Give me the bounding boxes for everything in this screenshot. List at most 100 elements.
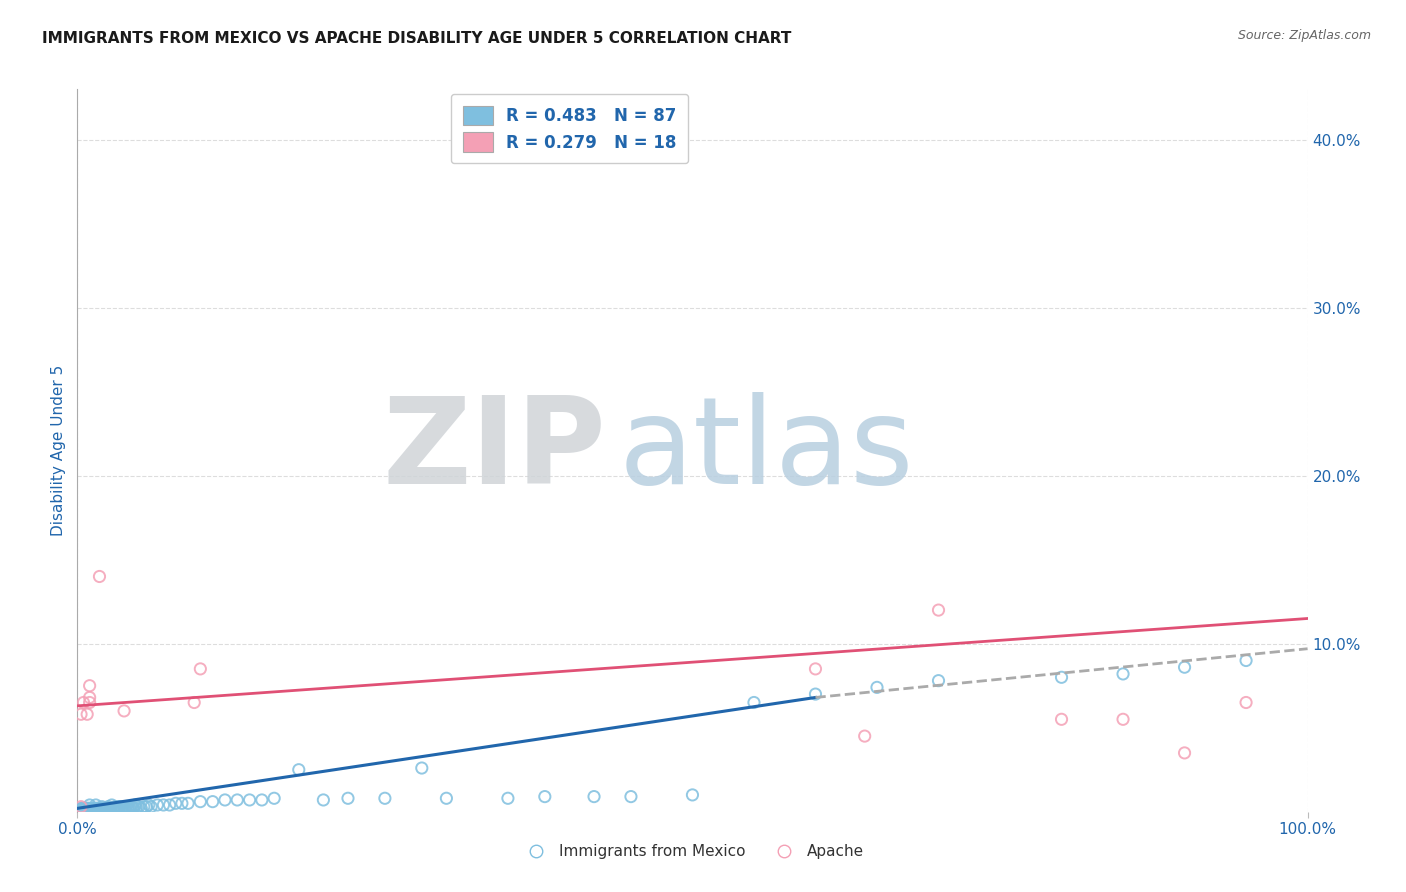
Point: [70, 707, 93, 722]
Text: atlas: atlas: [619, 392, 914, 509]
Point: [1174, 660, 1197, 674]
Point: [115, 799, 138, 814]
Point: [84, 801, 107, 815]
Point: [72, 801, 94, 815]
Point: [804, 687, 827, 701]
Point: [84, 797, 107, 812]
Point: [79, 690, 101, 705]
Point: [128, 799, 150, 814]
Legend: Immigrants from Mexico, Apache: Immigrants from Mexico, Apache: [515, 838, 870, 865]
Point: [100, 801, 122, 815]
Point: [170, 797, 193, 811]
Point: [90, 799, 114, 814]
Point: [201, 795, 224, 809]
Point: [111, 801, 134, 815]
Point: [121, 799, 143, 814]
Point: [70, 799, 93, 814]
Point: [138, 797, 160, 812]
Point: [118, 801, 141, 815]
Point: [79, 679, 101, 693]
Point: [188, 795, 212, 809]
Point: [188, 662, 212, 676]
Point: [101, 797, 124, 812]
Point: [82, 801, 104, 815]
Point: [107, 801, 129, 815]
Point: [79, 696, 101, 710]
Point: [70, 801, 93, 815]
Point: [111, 801, 132, 815]
Point: [96, 801, 118, 815]
Text: IMMIGRANTS FROM MEXICO VS APACHE DISABILITY AGE UNDER 5 CORRELATION CHART: IMMIGRANTS FROM MEXICO VS APACHE DISABIL…: [42, 31, 792, 46]
Point: [76, 801, 98, 815]
Point: [77, 801, 100, 815]
Point: [82, 801, 104, 815]
Point: [183, 696, 205, 710]
Point: [103, 801, 125, 815]
Point: [79, 797, 101, 812]
Point: [288, 763, 311, 777]
Point: [98, 801, 121, 815]
Point: [1174, 746, 1197, 760]
Point: [250, 793, 273, 807]
Point: [239, 793, 262, 807]
Point: [72, 696, 94, 710]
Point: [105, 801, 128, 815]
Point: [132, 799, 155, 814]
Point: [112, 704, 135, 718]
Point: [1112, 712, 1135, 726]
Point: [214, 793, 236, 807]
Point: [620, 789, 643, 804]
Point: [94, 801, 117, 815]
Point: [76, 707, 98, 722]
Point: [79, 801, 101, 815]
Text: Source: ZipAtlas.com: Source: ZipAtlas.com: [1237, 29, 1371, 42]
Point: [121, 801, 143, 815]
Point: [436, 791, 458, 805]
Point: [496, 791, 519, 805]
Point: [108, 799, 131, 814]
Point: [165, 797, 187, 811]
Point: [90, 801, 114, 815]
Point: [101, 801, 124, 815]
Point: [263, 791, 285, 805]
Point: [411, 761, 433, 775]
Point: [312, 793, 335, 807]
Point: [129, 801, 153, 815]
Point: [75, 801, 97, 815]
Point: [73, 801, 96, 815]
Point: [226, 793, 249, 807]
Point: [1234, 653, 1257, 667]
Point: [682, 788, 704, 802]
Point: [146, 797, 169, 812]
Point: [534, 789, 557, 804]
Point: [110, 799, 132, 814]
Point: [1234, 696, 1257, 710]
Point: [120, 801, 142, 815]
Point: [1050, 712, 1073, 726]
Point: [583, 789, 606, 804]
Point: [374, 791, 396, 805]
Point: [87, 801, 110, 815]
Point: [177, 797, 200, 811]
Point: [141, 799, 163, 814]
Point: [866, 681, 889, 695]
Text: ZIP: ZIP: [382, 392, 606, 509]
Point: [928, 673, 950, 688]
Point: [114, 801, 136, 815]
Point: [159, 797, 181, 812]
Point: [104, 799, 127, 814]
Point: [124, 797, 146, 812]
Point: [91, 801, 114, 815]
Point: [152, 797, 174, 812]
Point: [89, 801, 111, 815]
Point: [89, 569, 111, 583]
Point: [112, 801, 135, 815]
Point: [86, 801, 108, 815]
Point: [122, 801, 145, 815]
Point: [80, 801, 103, 815]
Point: [742, 696, 765, 710]
Point: [83, 801, 105, 815]
Point: [93, 801, 115, 815]
Point: [804, 662, 827, 676]
Point: [117, 801, 139, 815]
